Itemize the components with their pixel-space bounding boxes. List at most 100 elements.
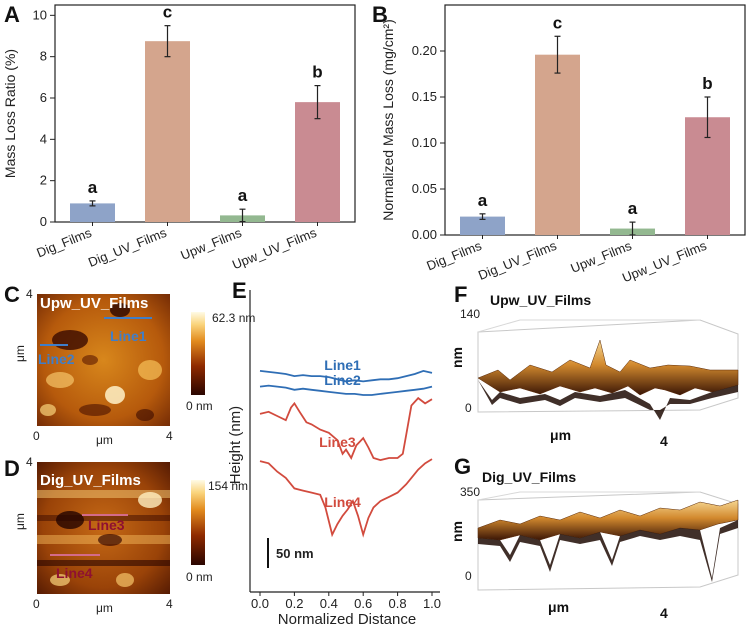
a-bar — [295, 102, 340, 222]
afm-image-d — [37, 462, 170, 594]
a-ytick-label: 0 — [40, 214, 47, 229]
bar-chart-b: 0.00 0.05 0.10 0.15 0.20 a Dig_Films c Dig_UV_Fi… — [380, 4, 746, 286]
b-xtick-label: Dig_UV_Films — [476, 238, 559, 283]
afm-c-xunit: μm — [96, 433, 113, 447]
a-ytick-label: 2 — [40, 173, 47, 188]
surface-f — [477, 339, 739, 396]
e-profile-line — [259, 458, 433, 538]
a-significance-letter: a — [88, 178, 98, 197]
afm-c-max: 62.3 nm — [212, 311, 255, 325]
a-xtick-label: Upw_UV_Films — [230, 225, 319, 273]
surface-f-xunit: μm — [550, 427, 571, 443]
bar-chart-a: 0246810aDig_FilmscDig_UV_FilmsaUpw_Films… — [2, 3, 356, 273]
b-significance-letter: a — [478, 191, 488, 210]
afm-d-xtick-0: 0 — [33, 597, 40, 611]
afm-c-xtick-0: 0 — [33, 429, 40, 443]
b-ytick-label: 0.10 — [412, 135, 437, 150]
e-xtick-label: 0.6 — [354, 596, 372, 611]
a-significance-letter: c — [163, 3, 172, 22]
e-profile-label: Line3 — [319, 434, 356, 450]
afm-map-d: Dig_UV_Films Line3 Line4 4 0 4 μm μm 154… — [13, 455, 248, 615]
a-ytick-label: 8 — [40, 49, 47, 64]
b-xtick-label: Dig_Films — [424, 238, 484, 274]
a-significance-letter: a — [238, 186, 248, 205]
afm-d-ytick-top: 4 — [26, 455, 33, 469]
b-ytick-label: 0.05 — [412, 181, 437, 196]
afm-c-yunit: μm — [13, 345, 27, 362]
panel-letter-a: A — [4, 2, 20, 27]
surface-g-xunit: μm — [548, 599, 569, 615]
e-xtick-label: 0.2 — [285, 596, 303, 611]
panel-letter-b: B — [372, 2, 388, 27]
b-significance-letter: b — [702, 74, 712, 93]
afm-d-max: 154 nm — [208, 479, 248, 493]
a-ylabel: Mass Loss Ratio (%) — [2, 49, 18, 178]
a-bar — [70, 203, 115, 222]
profile-chart-e: 0.0 0.2 0.4 0.6 0.8 1.0 Normalized Distance Hei… — [227, 290, 441, 627]
panel-letter-f: F — [454, 282, 467, 307]
a-significance-letter: b — [312, 63, 322, 82]
surface-3d-g: Dig_UV_Films 350 0 nm μm 4 — [449, 469, 739, 621]
surface-title-f: Upw_UV_Films — [490, 292, 591, 308]
afm-c-min: 0 nm — [186, 399, 213, 413]
e-profile-line — [259, 369, 433, 383]
e-profile-label: Line4 — [324, 494, 361, 510]
e-xtick-label: 0.0 — [251, 596, 269, 611]
afm-d-yunit: μm — [13, 513, 27, 530]
e-profile-line — [259, 384, 433, 396]
a-xtick-label: Dig_UV_Films — [86, 225, 169, 270]
surface-f-zmax: 140 — [460, 307, 480, 321]
b-bar — [535, 54, 580, 236]
afm-line-label-4: Line4 — [56, 565, 93, 581]
b-frame — [444, 4, 746, 236]
b-bar — [460, 216, 505, 235]
b-ytick-label: 0.00 — [412, 227, 437, 242]
panel-letter-g: G — [454, 454, 471, 479]
surface-g-zmax: 350 — [460, 485, 480, 499]
e-ylabel: Height (nm) — [227, 406, 244, 484]
a-xtick-label: Dig_Films — [34, 225, 94, 261]
a-bar — [145, 41, 190, 222]
afm-line-label-2: Line2 — [38, 351, 75, 367]
afm-d-xtick-4: 4 — [166, 597, 173, 611]
e-scale-bar-label: 50 nm — [276, 546, 314, 561]
e-profile-label: Line2 — [324, 372, 361, 388]
panel-letter-d: D — [4, 456, 20, 481]
afm-c-xtick-4: 4 — [166, 429, 173, 443]
b-significance-letter: a — [628, 199, 638, 218]
surface-g-zunit: nm — [449, 521, 465, 542]
afm-texture-d — [37, 490, 170, 587]
afm-title-d: Dig_UV_Films — [40, 472, 141, 489]
afm-title-c: Upw_UV_Films — [40, 295, 148, 312]
e-xlabel: Normalized Distance — [278, 611, 416, 627]
afm-map-c: Upw_UV_Films Line1 Line2 4 0 4 μm μm 62.… — [13, 287, 255, 447]
afm-line-label-1: Line1 — [110, 328, 147, 344]
e-profile-line — [259, 396, 433, 462]
afm-c-ytick-top: 4 — [26, 287, 33, 301]
surface-f-zunit: nm — [449, 347, 465, 368]
afm-d-xunit: μm — [96, 601, 113, 615]
surface-title-g: Dig_UV_Films — [482, 469, 576, 485]
afm-line-label-3: Line3 — [88, 517, 125, 533]
afm-colorbar-d — [191, 480, 205, 565]
afm-image-c — [37, 294, 170, 426]
a-frame — [54, 4, 356, 223]
b-xtick-label: Upw_UV_Films — [620, 238, 709, 286]
afm-colorbar-c — [191, 312, 205, 395]
b-ytick-label: 0.15 — [412, 89, 437, 104]
b-ylabel: Normalized Mass Loss (mg/cm²) — [380, 19, 396, 220]
surface-f-zmin: 0 — [465, 401, 472, 415]
a-ytick-label: 10 — [33, 7, 47, 22]
surface-3d-f: Upw_UV_Films 140 0 nm μm 4 — [449, 292, 739, 449]
e-profile-label: Line1 — [324, 357, 361, 373]
surface-f-xtick: 4 — [660, 433, 668, 449]
panel-letter-c: C — [4, 282, 20, 307]
e-xtick-label: 0.4 — [320, 596, 338, 611]
b-significance-letter: c — [553, 13, 562, 32]
surface-g-zmin: 0 — [465, 569, 472, 583]
afm-d-min: 0 nm — [186, 570, 213, 584]
surface-g-xtick: 4 — [660, 605, 668, 621]
e-xtick-label: 1.0 — [423, 596, 441, 611]
a-ytick-label: 4 — [40, 131, 47, 146]
